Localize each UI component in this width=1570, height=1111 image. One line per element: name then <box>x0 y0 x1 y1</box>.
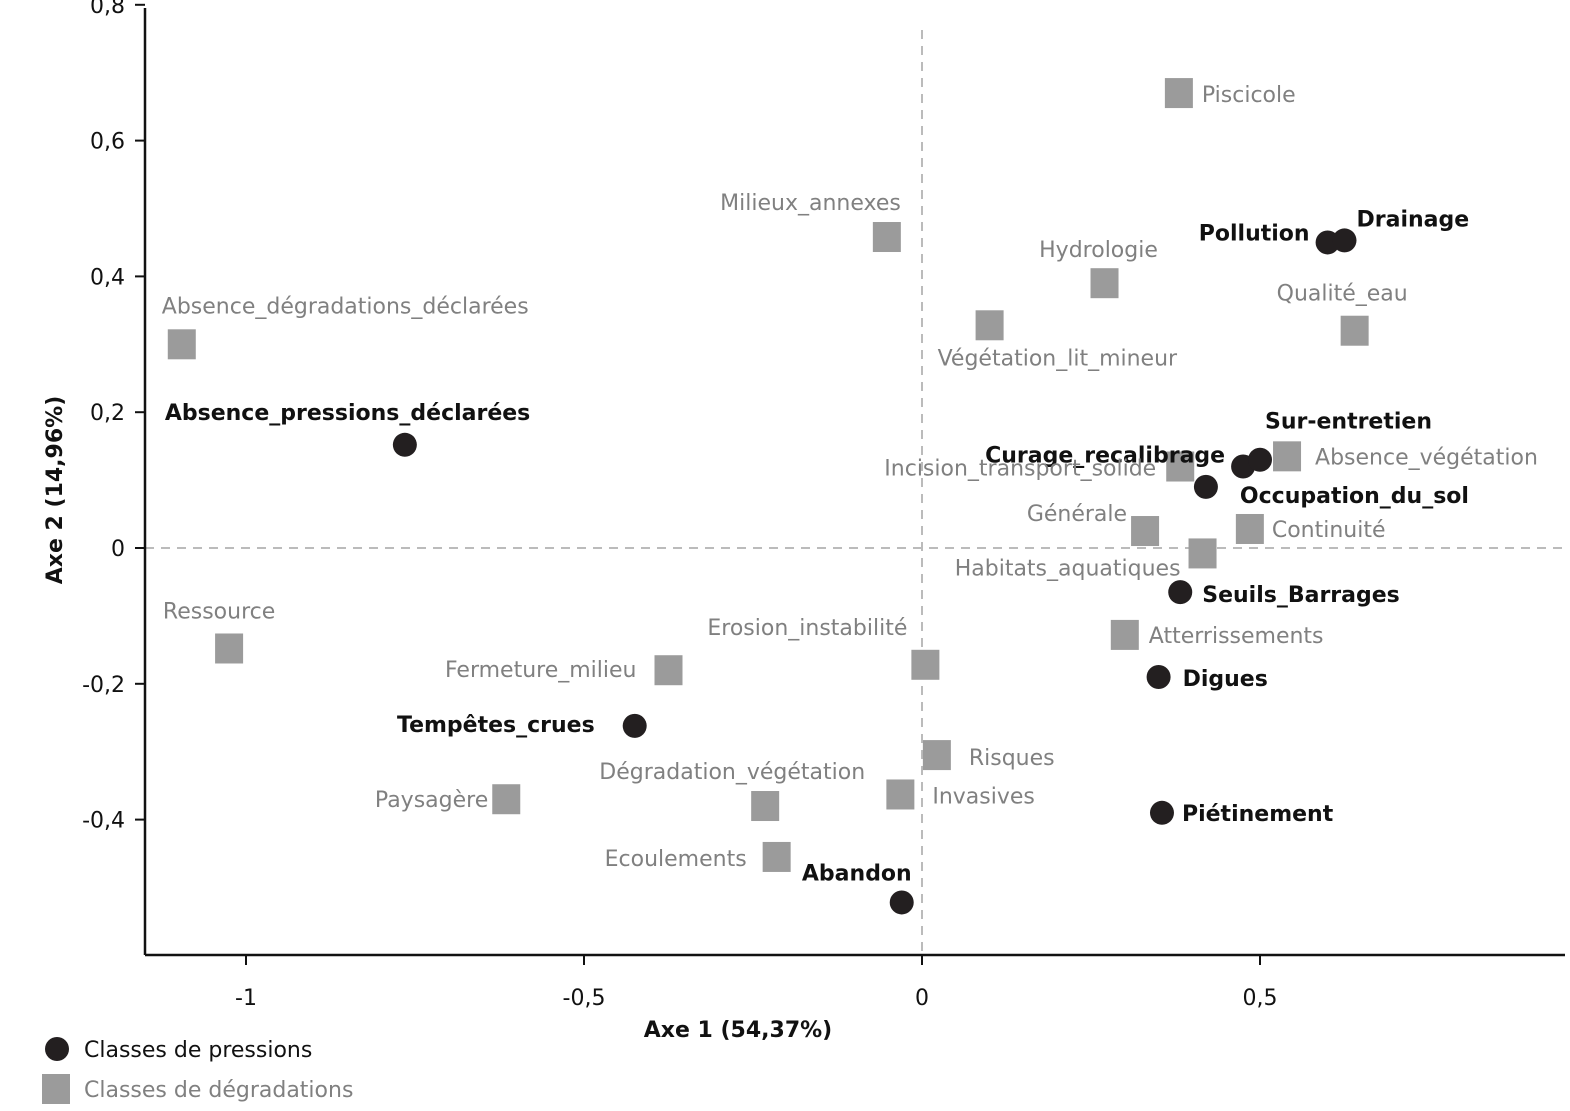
x-tick-label: -1 <box>235 986 257 1011</box>
degradation-label: Incision_transport_solide <box>884 457 1156 482</box>
pression-label: Abandon <box>802 861 912 886</box>
legend-pressions-marker <box>45 1037 69 1061</box>
pression-point <box>622 713 647 738</box>
degradation-point <box>167 329 196 360</box>
pression-point <box>1168 580 1193 605</box>
degradation-point <box>975 310 1004 341</box>
degradation-label: Absence_végétation <box>1315 445 1538 470</box>
reference-lines <box>145 30 1565 955</box>
y-tick-label: 0,4 <box>90 265 125 290</box>
degradation-point <box>886 779 915 810</box>
pression-label: Tempêtes_crues <box>397 713 595 738</box>
legend: Classes de pressions Classes de dégradat… <box>42 1037 353 1104</box>
y-axis-title: Axe 2 (14,96%) <box>43 396 68 585</box>
pression-point <box>1146 665 1171 690</box>
axes <box>143 8 1565 957</box>
degradation-point <box>1340 315 1369 346</box>
pression-point <box>392 432 417 457</box>
degradation-label: Atterrissements <box>1149 624 1324 649</box>
legend-pressions-label: Classes de pressions <box>84 1038 312 1063</box>
y-tick-label: 0,6 <box>90 130 125 155</box>
degradation-label: Ecoulements <box>605 847 747 872</box>
point-labels: Absence_pressions_déclarées Pollution Drai… <box>162 83 1538 886</box>
pression-label: Piétinement <box>1182 802 1334 827</box>
pression-point <box>1248 447 1272 472</box>
pression-point <box>1149 800 1174 825</box>
legend-degradations-marker <box>42 1074 70 1104</box>
degradation-label: Dégradation_végétation <box>599 760 865 785</box>
pression-label: Sur-entretien <box>1265 410 1432 435</box>
pression-point <box>1332 228 1357 253</box>
pression-point <box>889 890 914 915</box>
degradation-point <box>751 791 780 822</box>
pression-label: Seuils_Barrages <box>1202 583 1400 608</box>
degradation-point <box>1235 513 1264 544</box>
pression-label: Drainage <box>1357 207 1470 232</box>
x-tick-label: 0,5 <box>1243 986 1278 1011</box>
degradation-label: Absence_dégradations_déclarées <box>162 294 529 319</box>
degradation-label: Fermeture_milieu <box>445 658 637 683</box>
degradation-label: Végétation_lit_mineur <box>938 346 1178 371</box>
degradation-label: Générale <box>1027 502 1127 527</box>
degradation-label: Habitats_aquatiques <box>955 556 1181 581</box>
x-ticks: -1 -0,5 0 0,5 <box>235 955 1278 1011</box>
degradation-point <box>911 649 940 680</box>
degradation-label: Risques <box>969 746 1055 771</box>
degradation-point <box>1131 516 1160 547</box>
degradation-label: Ressource <box>163 599 275 624</box>
degradation-label: Piscicole <box>1202 83 1296 108</box>
degradation-point <box>492 784 521 815</box>
data-marks <box>167 78 1369 915</box>
y-tick-label: 0,2 <box>90 401 125 426</box>
degradation-point <box>762 841 791 872</box>
pression-point <box>1193 474 1218 499</box>
y-ticks: -0,4 -0,2 0 0,2 0,4 0,6 0,8 <box>82 0 145 834</box>
x-tick-label: 0 <box>915 986 929 1011</box>
pression-label: Curage_recalibrage <box>985 444 1225 469</box>
degradation-point <box>922 740 951 771</box>
degradation-point <box>1110 619 1139 650</box>
y-tick-label: 0,8 <box>90 0 125 19</box>
y-tick-label: -0,2 <box>82 673 125 698</box>
pression-label: Digues <box>1183 667 1268 692</box>
degradation-point <box>215 633 244 664</box>
degradation-point <box>1090 268 1119 299</box>
y-tick-label: 0 <box>111 537 125 562</box>
legend-degradations-label: Classes de dégradations <box>84 1078 353 1103</box>
pression-label: Pollution <box>1199 221 1310 246</box>
x-tick-label: -0,5 <box>563 986 606 1011</box>
degradation-label: Invasives <box>932 784 1035 809</box>
degradation-label: Qualité_eau <box>1277 282 1408 307</box>
x-axis-title: Axe 1 (54,37%) <box>644 1018 833 1043</box>
degradation-label: Paysagère <box>375 788 488 813</box>
y-tick-label: -0,4 <box>82 809 125 834</box>
pression-label: Occupation_du_sol <box>1240 484 1469 509</box>
degradation-label: Milieux_annexes <box>720 191 901 216</box>
degradation-point <box>654 655 683 686</box>
degradation-point <box>872 222 901 253</box>
degradation-label: Continuité <box>1272 518 1386 543</box>
degradation-point <box>1164 78 1193 109</box>
pression-label: Absence_pressions_déclarées <box>165 401 530 426</box>
degradation-label: Erosion_instabilité <box>707 616 907 641</box>
degradation-point <box>1273 441 1302 472</box>
degradation-label: Hydrologie <box>1039 238 1158 263</box>
degradation-point <box>1166 451 1195 482</box>
degradation-point <box>1188 538 1217 569</box>
